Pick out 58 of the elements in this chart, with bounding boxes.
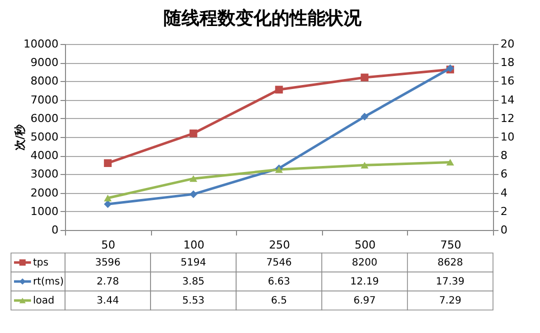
data-label: 7.29: [439, 296, 462, 306]
y-tick-label: 4000: [30, 149, 58, 162]
data-label: 3.85: [182, 276, 205, 288]
point: [360, 162, 368, 169]
data-label: 3596: [95, 258, 121, 268]
y-tick-label: 10000: [24, 38, 58, 50]
point: [190, 130, 198, 138]
data-label: 6.5: [271, 296, 287, 306]
y-tick-label: 7000: [30, 93, 58, 106]
y-tick-label: 9000: [30, 56, 58, 70]
point: [275, 86, 283, 94]
data-label: 5.53: [182, 296, 205, 306]
y2-tick-label: 2: [500, 204, 508, 218]
legend-label: tps: [33, 258, 48, 268]
legend-label: load: [33, 296, 54, 306]
y-tick-label: 2000: [30, 186, 58, 200]
point: [104, 194, 112, 202]
data-label: 2.78: [96, 276, 119, 288]
x-tick-label: 100: [183, 238, 204, 252]
y2-tick-label: 8: [500, 149, 508, 162]
y-tick-label: 0: [52, 224, 58, 236]
y-tick-label: 1000: [30, 204, 58, 218]
point: [104, 159, 112, 167]
data-label: 8200: [352, 258, 378, 268]
point: [104, 200, 112, 208]
point: [360, 112, 368, 121]
y2-tick-label: 18: [500, 56, 514, 70]
data-label: 12.19: [350, 276, 379, 288]
y2-tick-label: 14: [500, 93, 514, 106]
data-label: 5194: [180, 258, 206, 268]
data-label: 7546: [266, 258, 292, 268]
y2-tick-label: 20: [500, 38, 514, 50]
y2-tick-label: 10: [500, 130, 514, 144]
data-label: 8628: [437, 258, 463, 268]
x-tick-label: 50: [101, 238, 116, 252]
y2-tick-label: 4: [500, 186, 508, 200]
legend-label: rt(ms): [33, 276, 64, 288]
y-tick-label: 6000: [30, 112, 58, 125]
point: [446, 158, 454, 166]
data-label: 6.97: [353, 296, 376, 306]
x-tick-label: 250: [269, 238, 290, 252]
y2-tick-label: 0: [500, 224, 508, 236]
y-axis-title: 次/秒: [14, 124, 26, 151]
point: [360, 74, 368, 82]
y-tick-label: 8000: [30, 74, 58, 88]
y-tick-label: 3000: [30, 168, 58, 181]
y2-tick-label: 6: [500, 168, 508, 181]
point: [190, 175, 198, 182]
data-label: 3.44: [96, 296, 119, 306]
x-tick-label: 750: [440, 238, 462, 252]
data-label: 17.39: [436, 276, 465, 288]
data-label: 6.63: [268, 276, 290, 288]
y2-tick-label: 16: [500, 74, 514, 88]
y2-tick-label: 12: [500, 112, 514, 125]
x-tick-label: 500: [354, 238, 376, 252]
chart-title: 随线程数变化的性能状况: [163, 8, 362, 29]
y-tick-label: 5000: [30, 130, 58, 144]
point: [190, 190, 198, 198]
